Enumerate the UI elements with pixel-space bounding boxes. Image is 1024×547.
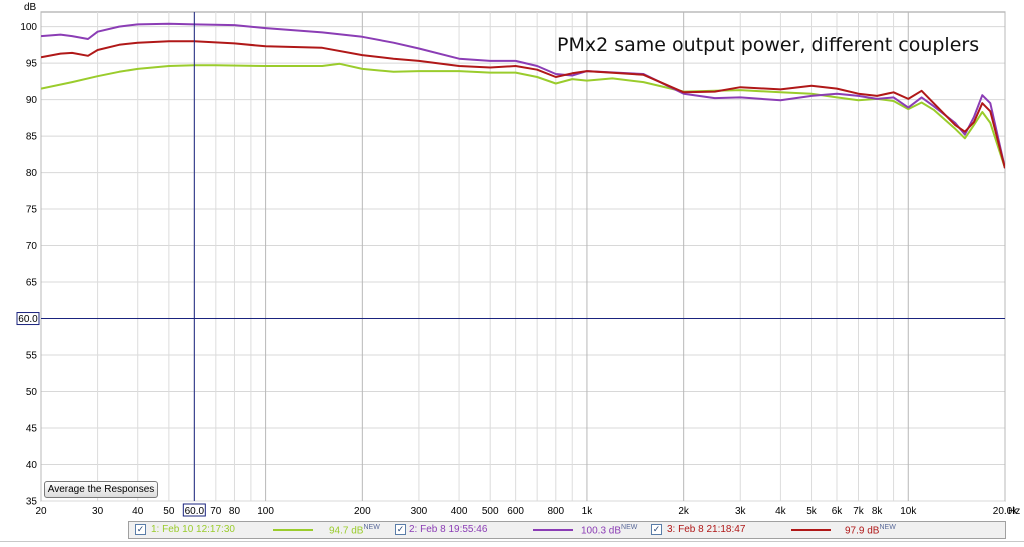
x-tick-label: 400 <box>451 506 468 517</box>
cursor[interactable]: 60.0 60.0 <box>16 12 1005 517</box>
legend-item-3: ✓ 3: Feb 8 21:18:47 97.9 dBNEW <box>649 522 949 538</box>
legend-swatch-2 <box>533 529 573 531</box>
x-tick-label: 8k <box>872 506 884 517</box>
x-tick-label: 100 <box>257 506 274 517</box>
y-tick-label: 45 <box>26 424 38 435</box>
x-tick-label: 800 <box>547 506 564 517</box>
legend-label-1: 1: Feb 10 12:17:30 <box>151 524 235 535</box>
series-line-3 <box>41 40 1005 169</box>
legend-level-3: 97.9 dBNEW <box>845 524 896 537</box>
y-tick-label: 35 <box>26 497 38 508</box>
legend-checkbox-1[interactable]: ✓ <box>135 524 146 535</box>
legend-item-2: ✓ 2: Feb 8 19:55:46 100.3 dBNEW <box>393 522 663 538</box>
y-tick-label: 65 <box>26 278 38 289</box>
cursor-x-box <box>182 503 206 517</box>
legend-label-2: 2: Feb 8 19:55:46 <box>409 524 488 535</box>
x-tick-label: 5k <box>806 506 818 517</box>
x-tick-label: 70 <box>210 506 222 517</box>
x-tick-label: 20 <box>35 506 47 517</box>
legend-label-3: 3: Feb 8 21:18:47 <box>667 524 746 535</box>
x-tick-label: 10k <box>900 506 917 517</box>
x-tick-label: 80 <box>229 506 241 517</box>
y-tick-label: 85 <box>26 132 38 143</box>
x-tick-label: 2k <box>678 506 690 517</box>
y-tick-label: 55 <box>26 351 38 362</box>
series-group <box>41 22 1005 169</box>
y-tick-label: 70 <box>26 241 38 252</box>
y-tick-label: 90 <box>26 95 38 106</box>
legend-checkbox-2[interactable]: ✓ <box>395 524 406 535</box>
x-tick-label: 6k <box>832 506 844 517</box>
x-tick-label: 40 <box>132 506 144 517</box>
legend-item-1: ✓ 1: Feb 10 12:17:30 94.7 dBNEW <box>133 522 403 538</box>
series-line-2 <box>41 22 1005 169</box>
divider <box>0 541 1024 542</box>
y-tick-label: 75 <box>26 205 38 216</box>
cursor-x-readout: 60.0 <box>185 506 205 517</box>
legend-level-2: 100.3 dBNEW <box>581 524 638 537</box>
legend-swatch-3 <box>791 529 831 531</box>
x-tick-label: 7k <box>853 506 865 517</box>
cursor-y-box <box>16 312 40 326</box>
series-line-1 <box>41 62 1005 169</box>
legend-level-1: 94.7 dBNEW <box>329 524 380 537</box>
average-responses-button[interactable]: Average the Responses <box>44 481 158 498</box>
x-tick-label: 30 <box>92 506 104 517</box>
x-tick-label: 3k <box>735 506 747 517</box>
x-tick-label: 1k <box>582 506 594 517</box>
y-tick-label: 100 <box>20 22 37 33</box>
x-tick-label: 4k <box>775 506 787 517</box>
chart-title: PMx2 same output power, different couple… <box>557 34 979 56</box>
x-tick-label: 600 <box>507 506 524 517</box>
x-tick-label: 20.0k <box>993 506 1018 517</box>
y-tick-label: 50 <box>26 387 38 398</box>
y-tick-label: 80 <box>26 168 38 179</box>
legend-bar: ✓ 1: Feb 10 12:17:30 94.7 dBNEW ✓ 2: Feb… <box>128 521 1006 539</box>
x-tick-label: 200 <box>354 506 371 517</box>
y-tick-labels: 35 40 45 50 55 65 70 75 80 85 90 95 100 <box>20 22 37 507</box>
legend-swatch-1 <box>273 529 313 531</box>
x-tick-label: 500 <box>482 506 499 517</box>
y-axis-label: dB <box>24 2 37 13</box>
x-tick-label: 50 <box>163 506 175 517</box>
y-tick-label: 95 <box>26 59 38 70</box>
x-tick-labels: 20 30 40 50 70 80 100 200 300 400 500 600 800 1k 2k 3k 4… <box>35 506 1018 517</box>
x-axis-unit: Hz <box>1008 506 1020 517</box>
legend-checkbox-3[interactable]: ✓ <box>651 524 662 535</box>
x-tick-label: 300 <box>411 506 428 517</box>
y-tick-label: 40 <box>26 460 38 471</box>
cursor-y-readout: 60.0 <box>18 314 38 325</box>
